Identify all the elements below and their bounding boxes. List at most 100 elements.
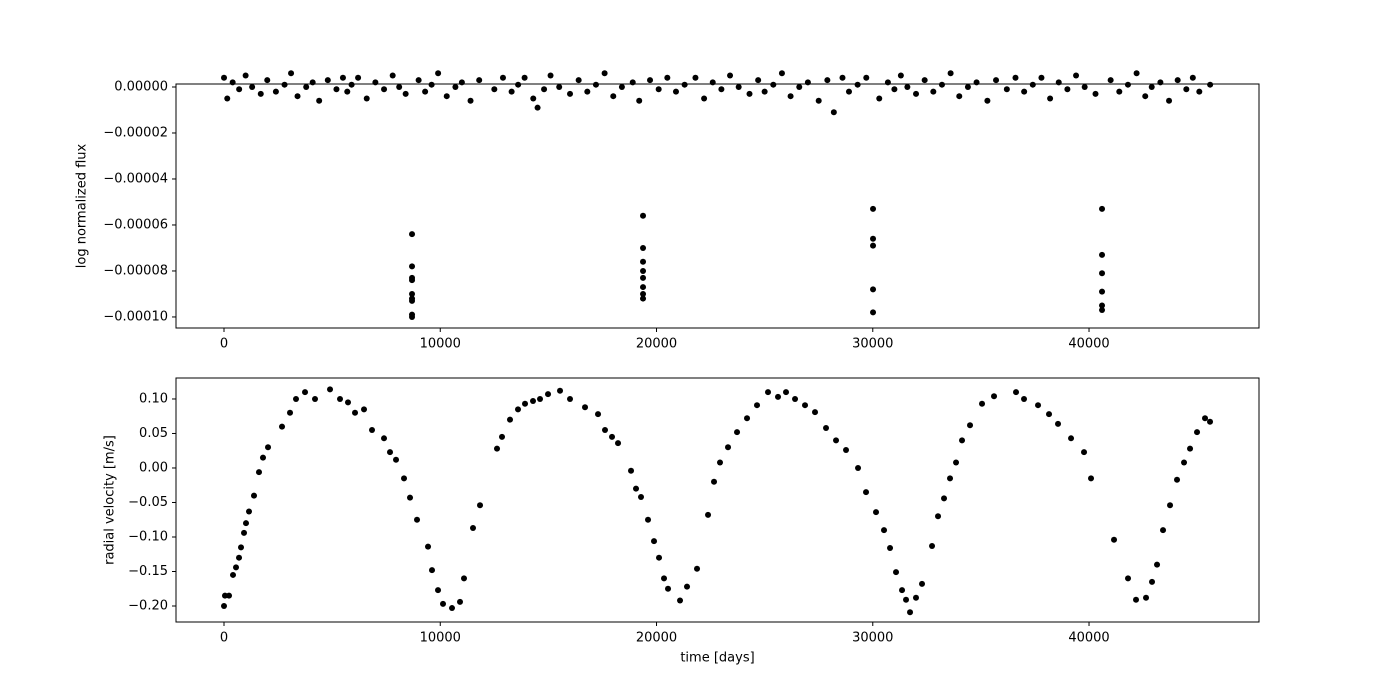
data-point <box>1073 72 1080 79</box>
data-point <box>556 83 563 90</box>
data-point <box>241 529 248 536</box>
data-point <box>389 72 396 79</box>
data-point <box>238 544 245 551</box>
data-point <box>876 95 883 102</box>
data-point <box>499 74 506 81</box>
data-point <box>609 433 616 440</box>
data-point <box>610 93 617 100</box>
data-point <box>499 433 506 440</box>
data-point <box>755 77 762 84</box>
data-point <box>402 90 409 97</box>
data-point <box>863 489 870 496</box>
data-point <box>316 97 323 104</box>
data-point <box>959 437 966 444</box>
data-point <box>348 81 355 88</box>
data-point <box>903 596 910 603</box>
data-point <box>602 427 609 434</box>
data-point <box>628 467 635 474</box>
data-point <box>515 81 522 88</box>
data-point <box>677 597 684 604</box>
data-point <box>415 77 422 84</box>
data-point <box>292 395 299 402</box>
data-point <box>1202 415 1209 422</box>
data-point <box>294 93 301 100</box>
data-point <box>863 74 870 81</box>
data-point <box>221 602 228 609</box>
data-point <box>1181 459 1188 466</box>
data-point <box>236 554 243 561</box>
data-point <box>494 445 501 452</box>
data-point <box>242 72 249 79</box>
data-point <box>352 409 359 416</box>
data-point <box>461 575 468 582</box>
data-point <box>938 81 945 88</box>
data-point <box>655 86 662 93</box>
data-point <box>891 86 898 93</box>
data-point <box>640 212 647 219</box>
data-point <box>656 554 663 561</box>
data-point <box>1187 445 1194 452</box>
data-point <box>640 258 647 265</box>
data-point <box>887 545 894 552</box>
data-point <box>1081 449 1088 456</box>
data-point <box>361 406 368 413</box>
data-point <box>672 88 679 95</box>
x-tick-label: 0 <box>220 631 228 646</box>
x-axis-label: time [days] <box>680 651 754 666</box>
data-point <box>711 478 718 485</box>
data-point <box>547 72 554 79</box>
data-point <box>640 267 647 274</box>
data-point <box>557 387 564 394</box>
data-point <box>1099 288 1106 295</box>
data-point <box>921 77 928 84</box>
data-point <box>236 86 243 93</box>
y-tick-label: −0.00004 <box>103 171 168 186</box>
data-point <box>947 475 954 482</box>
data-point <box>913 90 920 97</box>
y-tick-label: 0.00 <box>139 460 168 475</box>
data-point <box>1148 83 1155 90</box>
data-point <box>344 88 351 95</box>
data-point <box>443 93 450 100</box>
data-point <box>575 77 582 84</box>
data-point <box>409 290 416 297</box>
data-point <box>979 400 986 407</box>
axes-frame <box>175 377 1260 623</box>
data-point <box>638 493 645 500</box>
data-point <box>1189 74 1196 81</box>
data-point <box>281 81 288 88</box>
y-tick-label: −0.20 <box>128 598 168 613</box>
data-point <box>409 231 416 238</box>
data-point <box>893 569 900 576</box>
data-point <box>665 585 672 592</box>
data-point <box>345 399 352 406</box>
data-point <box>1055 420 1062 427</box>
data-point <box>521 74 528 81</box>
data-point <box>530 95 537 102</box>
data-point <box>964 83 971 90</box>
data-point <box>407 494 414 501</box>
data-point <box>452 83 459 90</box>
data-point <box>1038 74 1045 81</box>
data-point <box>255 469 262 476</box>
data-point <box>765 389 772 396</box>
data-point <box>428 81 435 88</box>
data-point <box>435 70 442 77</box>
data-point <box>854 81 861 88</box>
data-point <box>246 508 253 515</box>
data-point <box>802 402 809 409</box>
data-point <box>1142 93 1149 100</box>
data-point <box>393 456 400 463</box>
data-point <box>1046 411 1053 418</box>
data-point <box>1174 77 1181 84</box>
data-point <box>567 395 574 402</box>
data-point <box>636 97 643 104</box>
data-point <box>1143 594 1150 601</box>
data-point <box>744 415 751 422</box>
data-point <box>1166 97 1173 104</box>
data-point <box>919 580 926 587</box>
y-tick-label: 0.05 <box>139 426 168 441</box>
data-point <box>251 492 258 499</box>
data-point <box>1099 270 1106 277</box>
